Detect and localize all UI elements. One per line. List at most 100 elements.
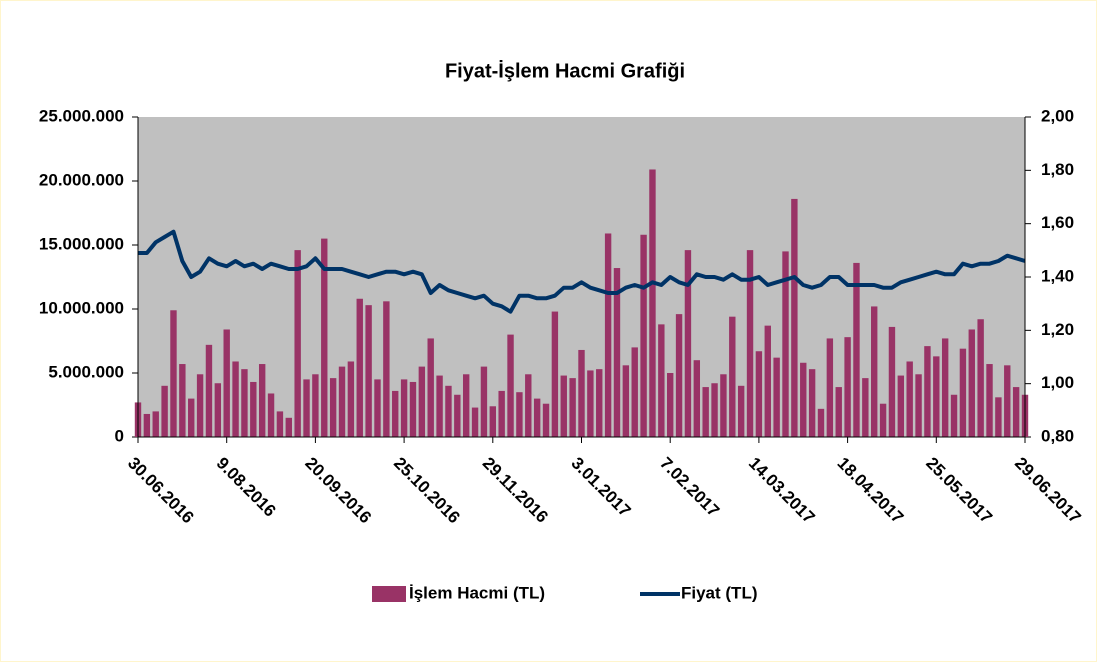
bar [729,316,736,437]
bar [977,319,984,437]
bar [285,417,292,437]
bar [409,381,417,437]
bar [294,250,301,437]
bar [267,393,275,437]
bar [604,233,612,437]
bar [418,366,426,437]
bar [329,378,337,437]
bar [223,329,230,437]
y2-tick-label: 1,20 [1041,320,1074,339]
bar [844,337,851,437]
bar [746,250,754,437]
bar [675,314,683,437]
bar [427,338,434,437]
y2-tick-label: 1,60 [1041,213,1074,232]
bar [374,379,381,437]
bar [995,397,1002,437]
bar [702,387,709,437]
bar [773,357,780,437]
bar [933,356,940,437]
bar [658,324,665,437]
bar [214,383,222,437]
price-line [138,229,1026,314]
bar [684,250,692,437]
bar [693,360,701,437]
bar [152,411,159,437]
bar [862,378,869,437]
bar [196,374,204,437]
bar [871,306,878,437]
bar [392,390,399,437]
bar [986,364,993,437]
bar [817,408,825,437]
legend-label: İşlem Hacmi (TL) [409,583,545,602]
bar [755,351,763,437]
bar [950,394,958,437]
bar [347,361,355,437]
bar [445,385,452,437]
bar [808,369,816,437]
bar [258,364,266,437]
bar [959,348,967,437]
bar [143,413,151,437]
bar [489,406,496,437]
bar [835,387,842,437]
bar [542,403,550,437]
bar [613,268,621,437]
bar [161,385,168,437]
bar [436,375,443,437]
y2-tick-label: 1,40 [1041,266,1074,285]
chart-title: Fiyat-İşlem Hacmi Grafiği [445,59,685,82]
bar [640,234,647,437]
bar [800,362,807,437]
bar [321,238,328,437]
bar [764,325,771,437]
bar [587,370,594,437]
y-tick-label: 5.000.000 [48,362,124,381]
bar [631,347,638,437]
y2-tick-label: 1,80 [1041,160,1074,179]
legend-swatch [372,586,406,602]
bar [596,369,603,437]
bar [179,364,186,437]
bar [578,349,585,437]
bar [276,411,284,437]
bar [853,262,860,437]
y-tick-label: 20.000.000 [39,170,124,189]
bar [383,301,390,437]
bar [897,375,905,437]
bar [941,338,949,437]
bar [188,398,195,437]
bar [516,392,523,437]
bar [1012,387,1020,437]
bar [365,305,372,437]
bar [312,374,319,437]
bar [170,310,177,437]
y2-tick-label: 1,00 [1041,373,1074,392]
bar [356,298,363,437]
bar [498,390,505,437]
bar [551,311,559,437]
y2-tick-label: 2,00 [1041,106,1074,125]
y-tick-label: 10.000.000 [39,298,124,317]
bar [533,398,541,437]
bar [737,385,745,437]
bar [782,251,789,437]
bar [232,361,239,437]
bar [205,344,213,437]
bar [303,379,310,437]
bar [400,379,408,437]
bar [462,374,470,437]
bar [525,374,532,437]
bar [649,169,656,438]
bar [507,334,514,437]
y2-tick-label: 0,80 [1041,426,1074,445]
bar [924,346,931,437]
y-tick-label: 25.000.000 [39,106,124,125]
bar [250,381,257,437]
bar [471,407,479,437]
bar [569,378,576,437]
bar [906,361,913,437]
legend-label: Fiyat (TL) [681,583,758,602]
